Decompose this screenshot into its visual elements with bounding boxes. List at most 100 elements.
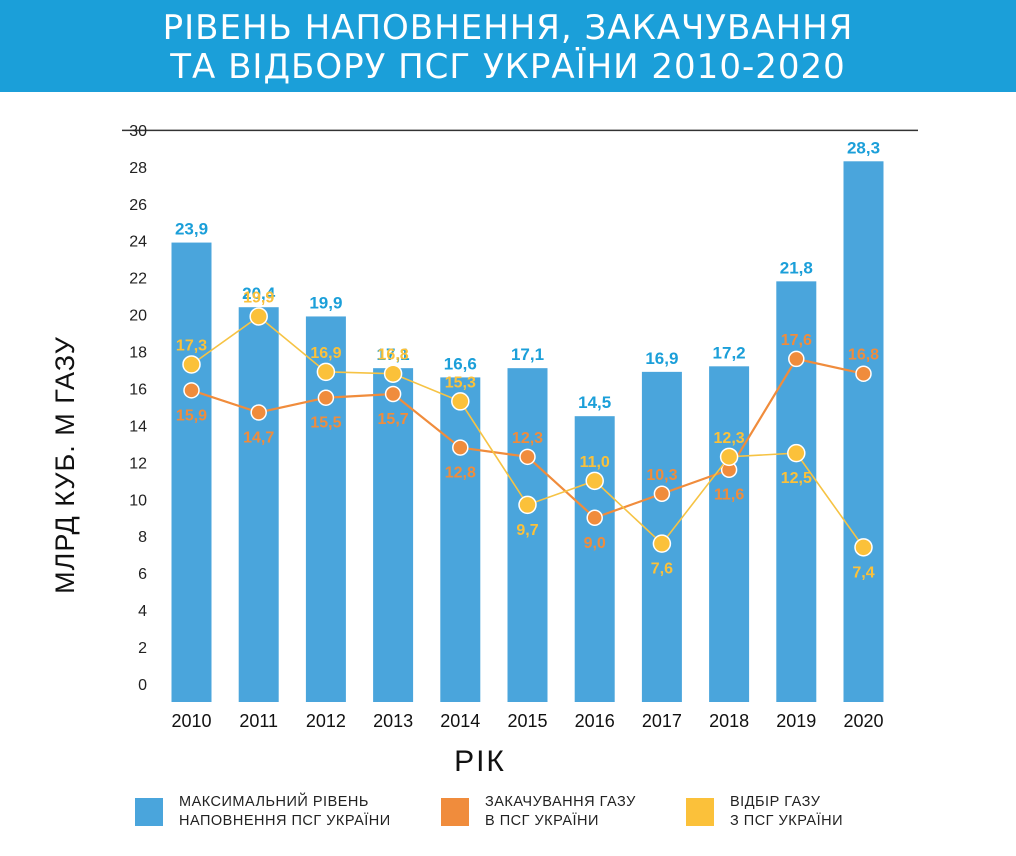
bar-storage-level — [507, 368, 548, 702]
y-tick-label: 10 — [129, 492, 147, 509]
withdrawal-value-label: 9,7 — [516, 522, 538, 539]
injection-point — [788, 350, 805, 368]
bar-storage-level — [373, 368, 414, 702]
injection-value-label: 12,3 — [512, 430, 543, 447]
withdrawal-value-label: 12,3 — [714, 430, 745, 447]
chart-title-line-2: ТА ВІДБОРУ ПСГ УКРАЇНИ 2010-2020 — [170, 47, 846, 87]
x-tick-label: 2019 — [776, 711, 816, 731]
legend-item-withdrawal: ВІДБІР ГАЗУ З ПСГ УКРАЇНИ — [686, 793, 843, 831]
y-axis-label: МЛРД КУБ. М ГАЗУ — [50, 336, 80, 594]
injection-point — [183, 382, 200, 399]
bar-storage-level — [843, 161, 884, 702]
y-tick-label: 8 — [138, 529, 147, 546]
y-tick-label: 18 — [129, 345, 147, 362]
legend-swatch-injection — [441, 798, 469, 826]
x-tick-label: 2014 — [440, 711, 480, 731]
x-tick-label: 2017 — [642, 711, 682, 731]
withdrawal-value-label: 7,6 — [651, 561, 673, 578]
bar-value-label: 16,9 — [645, 349, 678, 368]
x-axis-label: РІК — [454, 745, 506, 778]
bar-value-label: 28,3 — [847, 138, 880, 157]
bar-value-label: 16,6 — [444, 354, 477, 373]
withdrawal-value-label: 7,4 — [852, 564, 874, 581]
injection-value-label: 15,9 — [176, 407, 207, 424]
y-tick-label: 2 — [138, 640, 147, 657]
y-tick-label: 12 — [129, 455, 147, 472]
legend-swatch-withdrawal — [686, 798, 714, 826]
injection-point — [586, 509, 603, 527]
bar-value-label: 17,1 — [377, 345, 410, 364]
withdrawal-value-label: 17,3 — [176, 337, 207, 354]
withdrawal-value-label: 11,0 — [580, 454, 610, 471]
x-tick-label: 2016 — [575, 711, 615, 731]
bar-value-label: 21,8 — [780, 258, 813, 277]
title-banner: РІВЕНЬ НАПОВНЕННЯ, ЗАКАЧУВАННЯ ТА ВІДБОР… — [0, 0, 1016, 92]
bar-value-label: 17,1 — [511, 345, 544, 364]
injection-point — [519, 448, 536, 466]
chart-title-line-1: РІВЕНЬ НАПОВНЕННЯ, ЗАКАЧУВАННЯ — [162, 8, 854, 48]
injection-value-label: 10,3 — [646, 467, 677, 484]
withdrawal-point — [316, 362, 336, 382]
y-tick-label: 26 — [129, 197, 147, 214]
y-tick-label: 22 — [129, 271, 147, 288]
withdrawal-point — [854, 538, 873, 557]
injection-point — [250, 404, 267, 421]
withdrawal-point — [652, 534, 672, 553]
x-tick-label: 2018 — [709, 711, 749, 731]
bar-storage-level — [171, 242, 212, 702]
withdrawal-point — [787, 443, 806, 463]
y-tick-label: 6 — [138, 566, 147, 583]
y-tick-label: 28 — [129, 160, 147, 177]
injection-value-label: 15,5 — [310, 415, 341, 432]
legend-label-withdrawal-line-2: З ПСГ УКРАЇНИ — [730, 813, 844, 829]
bar-value-label: 19,9 — [309, 293, 342, 312]
injection-value-label: 9,0 — [584, 535, 606, 552]
y-tick-label: 0 — [138, 677, 147, 694]
withdrawal-point — [518, 495, 537, 515]
injection-value-label: 16,8 — [848, 347, 879, 364]
withdrawal-value-label: 16,8 — [378, 347, 409, 364]
y-tick-label: 20 — [129, 308, 147, 325]
bar-storage-level — [440, 377, 481, 702]
withdrawal-point — [182, 355, 201, 374]
bar-storage-level — [709, 366, 750, 702]
withdrawal-value-label: 19,9 — [243, 289, 274, 306]
y-tick-label: 24 — [129, 234, 147, 251]
injection-value-label: 11,6 — [714, 487, 744, 504]
withdrawal-point — [585, 471, 604, 491]
injection-value-label: 15,7 — [378, 411, 409, 428]
bar-value-label: 14,5 — [578, 393, 611, 412]
injection-point — [855, 365, 872, 382]
x-tick-label: 2013 — [373, 711, 413, 731]
withdrawal-point — [719, 447, 739, 467]
withdrawal-value-label: 12,5 — [781, 470, 812, 487]
withdrawal-value-label: 15,3 — [445, 374, 476, 391]
injection-value-label: 12,8 — [445, 465, 476, 482]
bar-value-label: 20,4 — [242, 284, 276, 303]
y-tick-label: 4 — [138, 603, 147, 620]
injection-point — [317, 389, 335, 406]
injection-point — [384, 385, 402, 403]
legend-swatch-storage-level — [135, 798, 163, 826]
legend-item-storage-level: МАКСИМАЛЬНИЙ РІВЕНЬ НАПОВНЕННЯ ПСГ УКРАЇ… — [135, 793, 391, 831]
bar-storage-level — [574, 416, 615, 702]
legend-label-storage-level-line-2: НАПОВНЕННЯ ПСГ УКРАЇНИ — [179, 813, 391, 829]
bar-value-label: 17,2 — [713, 343, 746, 362]
legend-item-injection: ЗАКАЧУВАННЯ ГАЗУ В ПСГ УКРАЇНИ — [441, 793, 636, 831]
bar-value-label: 23,9 — [175, 220, 208, 239]
x-tick-label: 2010 — [171, 711, 211, 731]
legend-label-injection-line-2: В ПСГ УКРАЇНИ — [485, 813, 599, 829]
y-tick-label: 16 — [129, 381, 147, 398]
legend-label-injection-line-1: ЗАКАЧУВАННЯ ГАЗУ — [485, 794, 636, 810]
x-tick-label: 2020 — [843, 711, 883, 731]
injection-value-label: 17,6 — [781, 332, 812, 349]
withdrawal-point — [249, 307, 268, 326]
y-tick-label: 14 — [129, 418, 147, 435]
bar-storage-level — [238, 307, 279, 702]
legend-label-storage-level-line-1: МАКСИМАЛЬНИЙ РІВЕНЬ — [179, 794, 369, 810]
withdrawal-value-label: 16,9 — [310, 345, 341, 362]
injection-point — [452, 439, 469, 456]
injection-point — [653, 485, 671, 503]
x-tick-label: 2015 — [507, 711, 547, 731]
